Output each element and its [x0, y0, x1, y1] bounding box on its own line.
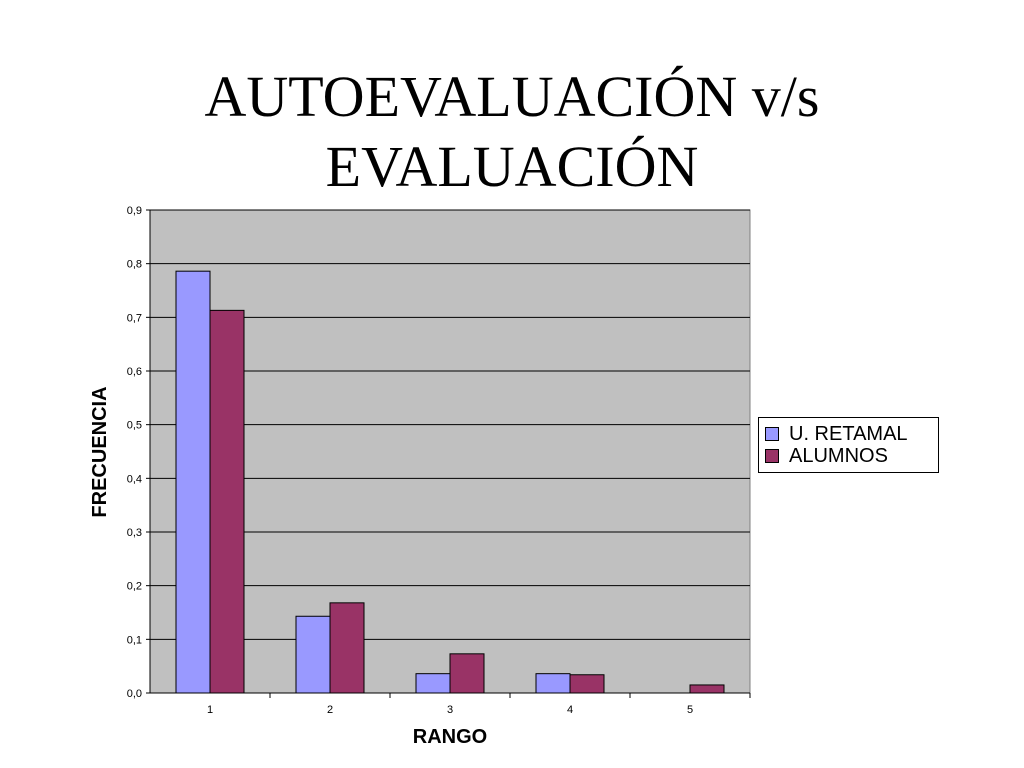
legend-label-u-retamal: U. RETAMAL	[789, 422, 908, 445]
bar-u-retamal-3	[415, 673, 451, 694]
title-line-1: AUTOEVALUACIÓN v/s	[204, 64, 820, 129]
x-axis-label: RANGO	[413, 726, 487, 748]
y-tick-label: 0,4	[127, 473, 142, 485]
bar-u-retamal-2	[295, 615, 331, 694]
y-tick-label: 0,6	[127, 366, 142, 378]
y-tick-label: 0,7	[127, 312, 142, 324]
x-tick-label: 1	[207, 704, 213, 716]
legend-item-u-retamal: U. RETAMAL	[765, 423, 938, 445]
title-line-2: EVALUACIÓN	[325, 134, 699, 199]
page-title: AUTOEVALUACIÓN v/s EVALUACIÓN	[0, 62, 1024, 202]
y-axis-label: FRECUENCIA	[89, 386, 111, 517]
legend-swatch-u-retamal	[765, 427, 779, 441]
x-tick-label: 2	[327, 704, 333, 716]
x-tick-label: 5	[687, 704, 693, 716]
y-tick-label: 0,8	[127, 259, 142, 271]
legend-swatch-alumnos	[765, 449, 779, 463]
x-tick-labels: 1 2 3 4 5	[207, 693, 751, 716]
bar-u-retamal-1	[175, 270, 211, 694]
y-tick-label: 0,9	[127, 205, 142, 217]
legend: U. RETAMAL ALUMNOS	[758, 417, 939, 473]
plot-area	[149, 209, 751, 694]
gridlines	[150, 209, 750, 640]
y-tick-label: 0,3	[127, 527, 142, 539]
legend-label-alumnos: ALUMNOS	[789, 444, 888, 467]
bar-alumnos-1	[209, 309, 245, 694]
x-tick-label: 3	[447, 704, 453, 716]
legend-item-alumnos: ALUMNOS	[765, 445, 938, 467]
y-tick-label: 0,5	[127, 420, 142, 432]
bar-u-retamal-4	[535, 673, 571, 694]
bar-alumnos-2	[329, 602, 365, 694]
bar-alumnos-4	[569, 674, 605, 694]
bar-alumnos-3	[449, 653, 485, 694]
bar-alumnos-5	[689, 684, 725, 694]
y-tick-labels: 0,0 0,1 0,2 0,3 0,4 0,5 0,6 0,7 0,8 0,9	[127, 205, 150, 700]
y-tick-label: 0,0	[127, 688, 142, 700]
y-tick-label: 0,2	[127, 581, 142, 593]
x-tick-label: 4	[567, 704, 573, 716]
y-tick-label: 0,1	[127, 634, 142, 646]
bars	[175, 270, 725, 694]
